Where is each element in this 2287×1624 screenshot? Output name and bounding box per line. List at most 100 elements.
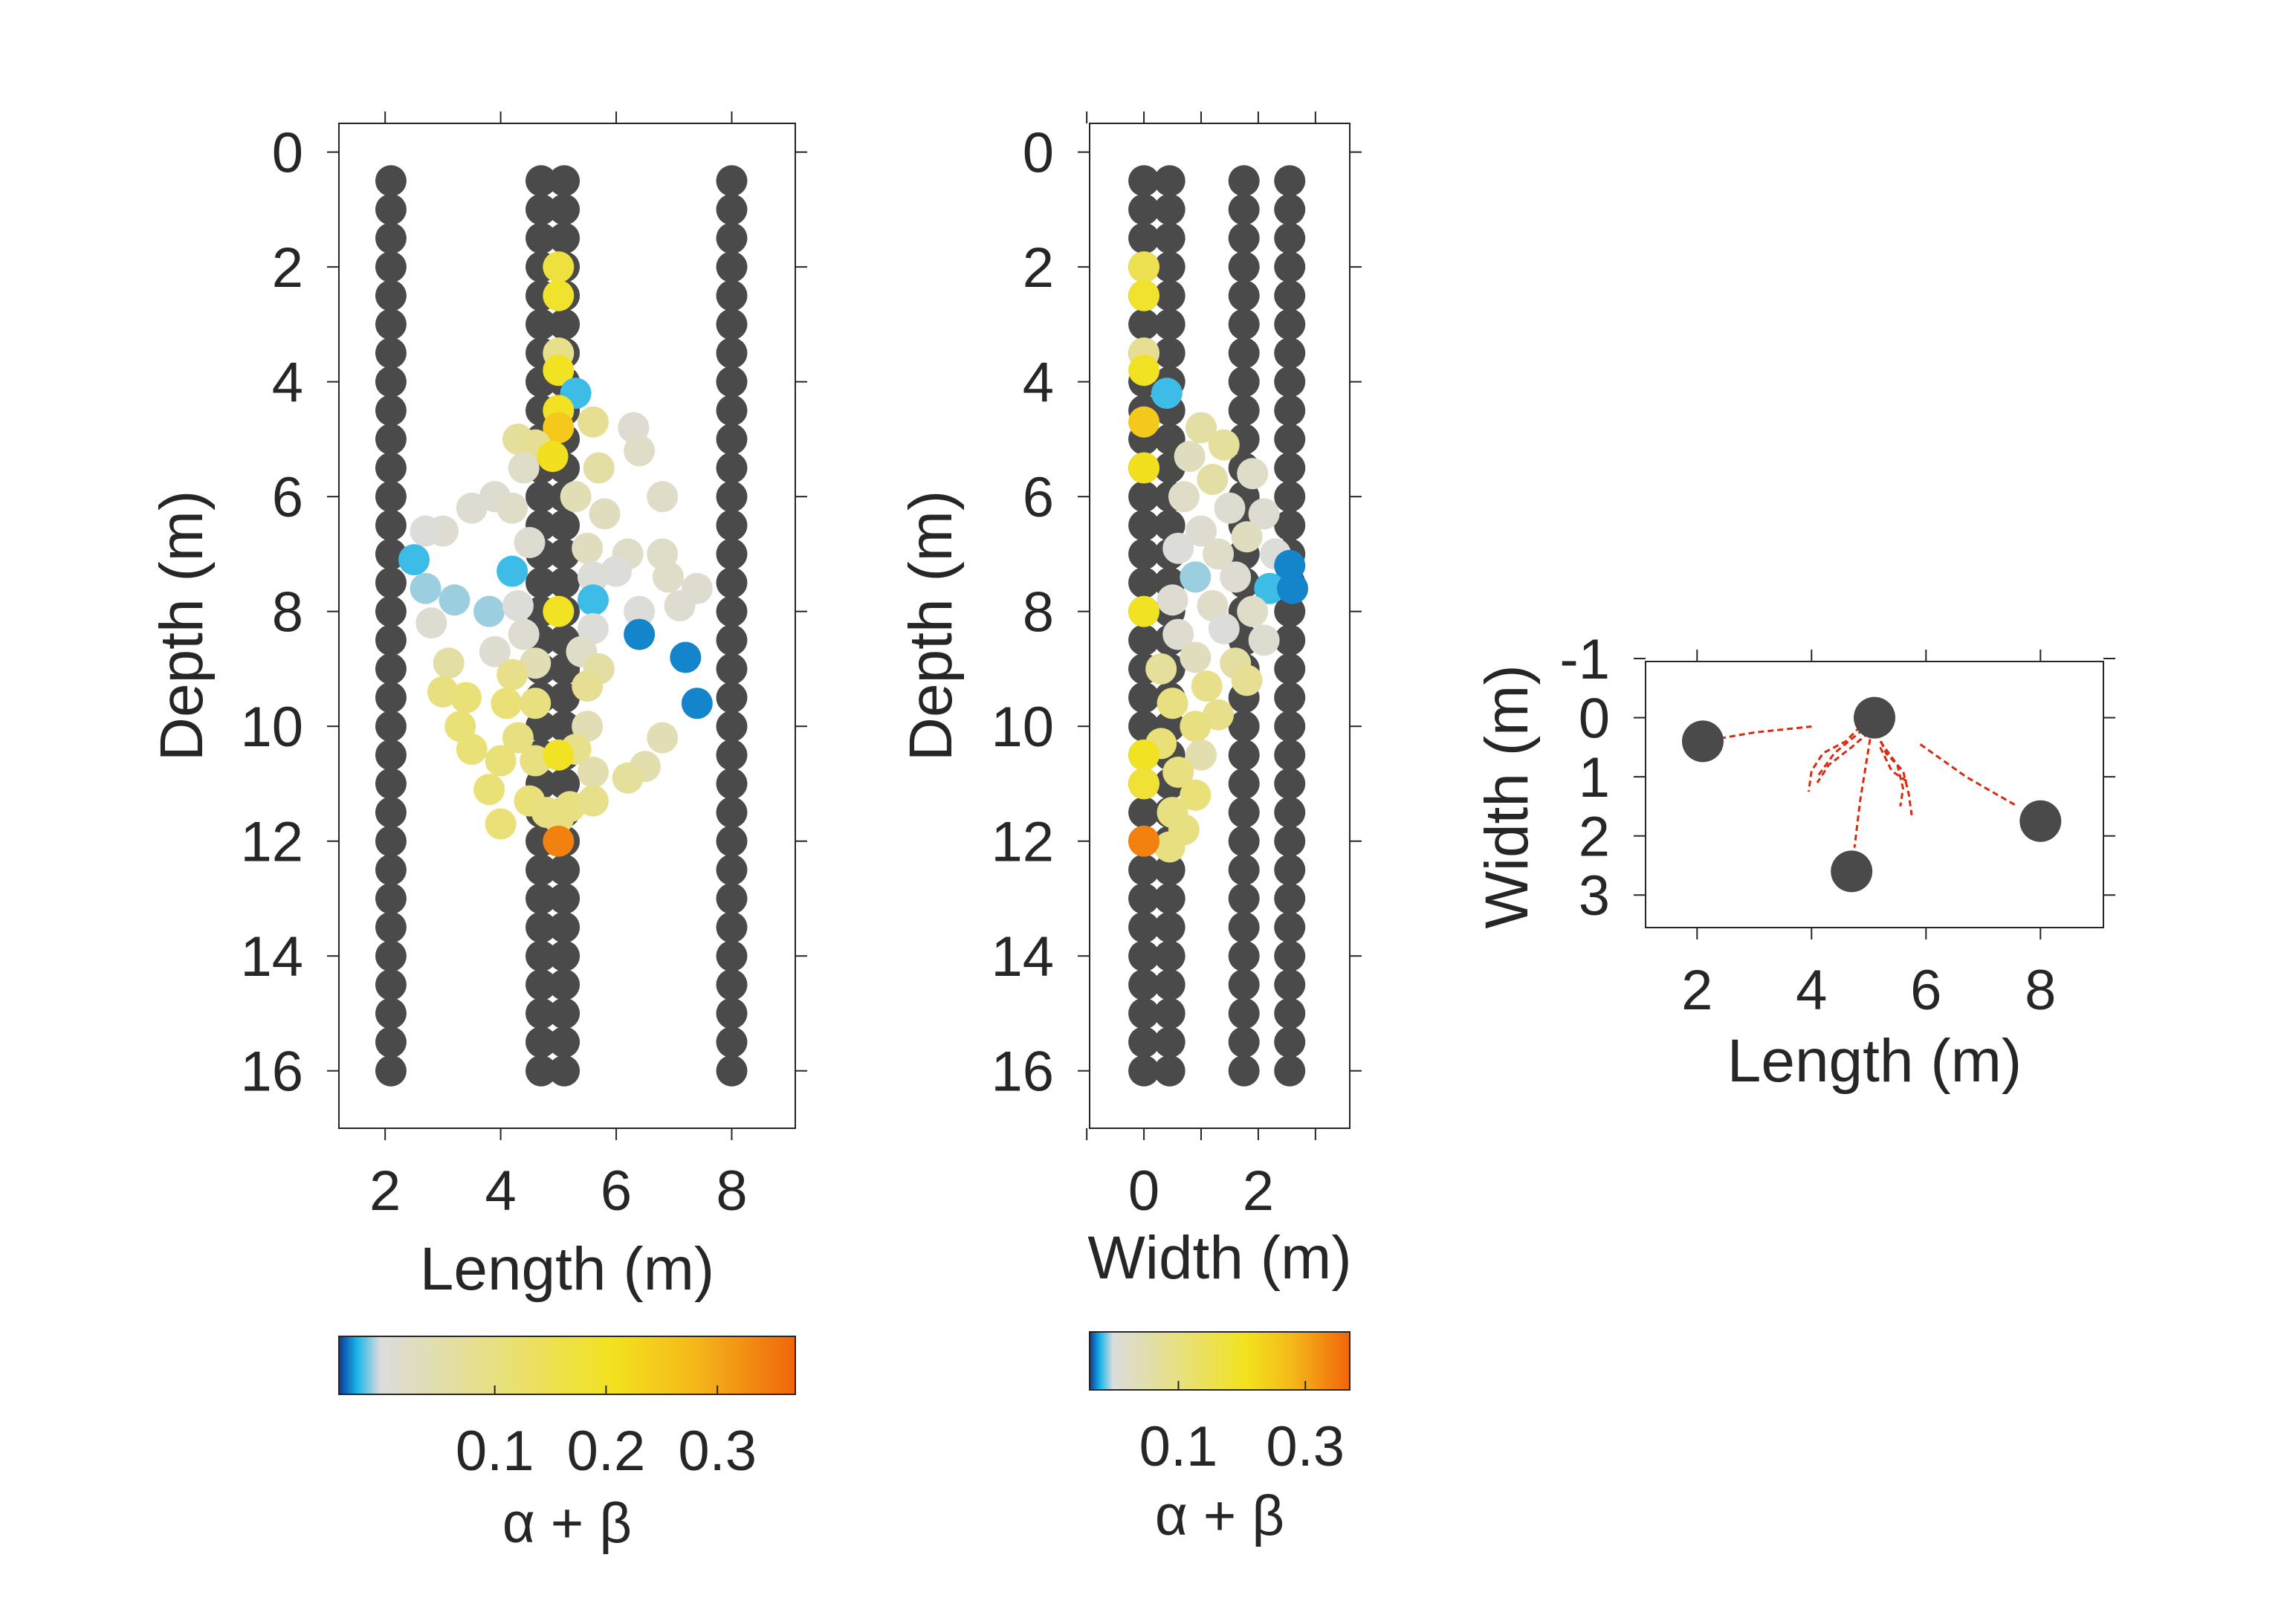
y-tick-label: 12 [240,811,303,874]
sensor-point [375,308,407,340]
event-point [439,584,470,616]
sensor-point [1228,279,1260,311]
event-point [572,532,604,564]
event-point [1231,521,1263,553]
colorbar: 0.1 0.3 α + β [1089,1331,1350,1547]
sensor-point [375,567,407,599]
x-tick-label: 8 [2025,959,2056,1022]
sensor-point [1274,395,1306,427]
event-path [1719,725,1812,740]
event-point [1162,618,1194,650]
sensor-point [525,165,557,197]
sensor-point [1154,251,1185,283]
y-tick-label: 10 [991,696,1054,759]
event-point [508,618,540,650]
sensor-point [716,308,748,340]
sensor-point [1128,997,1160,1029]
sensor-point [1274,825,1306,857]
event-point [1220,561,1252,593]
x-axis-label: Length (m) [420,1235,715,1303]
y-tick-label: 12 [991,811,1054,874]
y-tick-label: 2 [272,236,303,300]
event-point [577,406,609,438]
x-tick-label: 0 [1128,1159,1159,1223]
sensor-point [1128,509,1160,541]
event-point [473,595,505,627]
event-point [410,572,441,604]
sensor-point [1274,509,1306,541]
sensor-point [716,711,748,743]
event-point [1128,825,1160,857]
event-point [1180,641,1212,673]
event-point [1180,779,1212,811]
event-point [577,584,609,616]
sensor-point [1274,682,1306,714]
event-point [1203,538,1235,570]
event-point [1274,549,1306,581]
event-point [577,612,609,644]
y-tick-label: 14 [991,925,1054,989]
borehole-point [1854,696,1895,739]
event-point [1174,441,1206,473]
sensor-point [549,854,580,886]
sensor-point [549,940,580,972]
event-point [670,641,702,673]
sensor-point [716,968,748,1000]
sensor-point [375,452,407,484]
event-point [1128,251,1160,283]
event-point [1128,595,1160,627]
sensor-point [549,1055,580,1087]
event-point [577,785,609,817]
event-point [1128,355,1160,386]
sensor-point [1154,337,1185,369]
sensor-point [375,595,407,627]
event-point [1208,612,1240,644]
sensor-point [549,997,580,1029]
sensor-point [1228,739,1260,771]
sensor-point [1228,1026,1260,1058]
sensor-point [1274,997,1306,1029]
sensor-point [1154,997,1185,1029]
sensor-point [525,968,557,1000]
sensor-point [375,337,407,369]
sensor-point [1154,222,1185,254]
event-point [1128,406,1160,438]
event-point [496,555,528,587]
event-point [664,589,696,621]
sensor-point [375,711,407,743]
event-point [577,757,609,789]
colorbar-ticks: 0.1 0.2 0.3 [456,1385,757,1483]
sensor-point [525,882,557,914]
y-tick-label: 2 [1023,236,1054,300]
sensor-point [1128,481,1160,513]
event-point [1197,463,1229,495]
sensor-point [1128,968,1160,1000]
event-point [560,481,592,513]
sensor-point [1154,1055,1185,1087]
event-point [589,498,621,530]
sensor-point [716,279,748,311]
sensor-point [716,509,748,541]
x-tick-label: 6 [601,1159,632,1223]
sensor-point [525,567,557,599]
sensor-point [1274,711,1306,743]
sensor-point [716,682,748,714]
sensor-point [1228,308,1260,340]
event-point [1128,739,1160,771]
sensor-point [375,968,407,1000]
event-point [1277,572,1309,604]
colorbar-gradient [338,1336,796,1395]
sensor-point [525,308,557,340]
sensor-point [375,481,407,513]
sensor-point [716,1026,748,1058]
sensor-point [1154,911,1185,943]
sensor-point [375,825,407,857]
sensor-point [525,911,557,943]
sensor-point [1274,768,1306,800]
sensor-point [1274,739,1306,771]
sensor-point [1228,1055,1260,1087]
sensor-point [549,882,580,914]
event-point [473,774,505,806]
event-point [1128,452,1160,484]
